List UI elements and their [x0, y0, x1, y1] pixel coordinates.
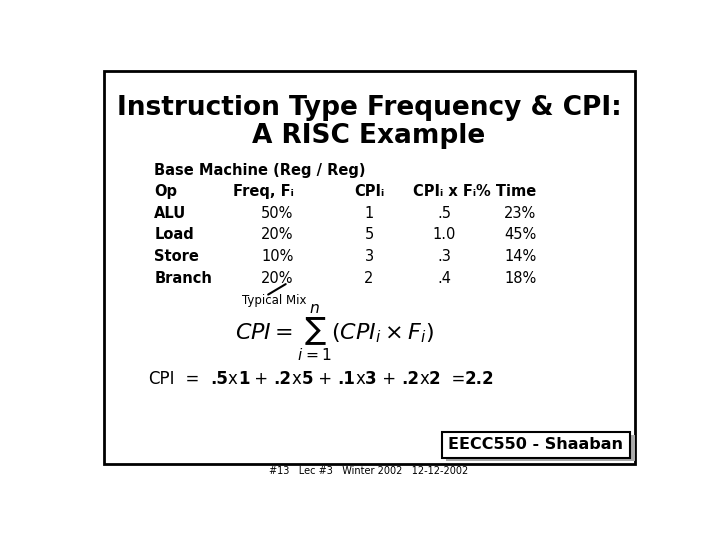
- Text: 2.2: 2.2: [465, 370, 495, 388]
- Text: Instruction Type Frequency & CPI:: Instruction Type Frequency & CPI:: [117, 96, 621, 122]
- Text: Freq, Fᵢ: Freq, Fᵢ: [233, 184, 294, 199]
- Text: Load: Load: [154, 227, 194, 242]
- Text: 20%: 20%: [261, 271, 294, 286]
- Text: x: x: [228, 370, 238, 388]
- Text: Base Machine (Reg / Reg): Base Machine (Reg / Reg): [154, 163, 366, 178]
- Text: A RISC Example: A RISC Example: [253, 123, 485, 150]
- Text: 3: 3: [365, 370, 377, 388]
- Text: 50%: 50%: [261, 206, 294, 221]
- Text: .3: .3: [437, 249, 451, 264]
- Text: % Time: % Time: [476, 184, 536, 199]
- Text: 20%: 20%: [261, 227, 294, 242]
- Text: +: +: [313, 370, 338, 388]
- Text: 5: 5: [302, 370, 313, 388]
- Text: CPI: CPI: [148, 370, 175, 388]
- Text: +: +: [249, 370, 274, 388]
- Text: 18%: 18%: [504, 271, 536, 286]
- Text: 1: 1: [238, 370, 249, 388]
- Text: CPIᵢ x Fᵢ: CPIᵢ x Fᵢ: [413, 184, 476, 199]
- Text: x: x: [419, 370, 429, 388]
- Text: +: +: [377, 370, 401, 388]
- Text: #13   Lec #3   Winter 2002   12-12-2002: #13 Lec #3 Winter 2002 12-12-2002: [269, 467, 469, 476]
- Text: =: =: [175, 370, 210, 388]
- Text: ALU: ALU: [154, 206, 186, 221]
- Text: 3: 3: [364, 249, 374, 264]
- Text: 5: 5: [364, 227, 374, 242]
- Text: 23%: 23%: [504, 206, 536, 221]
- Text: 2: 2: [429, 370, 441, 388]
- Text: 1: 1: [364, 206, 374, 221]
- Text: x: x: [355, 370, 365, 388]
- Text: Branch: Branch: [154, 271, 212, 286]
- Text: .5: .5: [210, 370, 228, 388]
- Text: Typical Mix: Typical Mix: [242, 294, 306, 307]
- Text: EECC550 - Shaaban: EECC550 - Shaaban: [449, 437, 624, 452]
- Text: .2: .2: [274, 370, 292, 388]
- Text: .5: .5: [437, 206, 451, 221]
- FancyBboxPatch shape: [446, 435, 634, 461]
- FancyBboxPatch shape: [104, 71, 635, 464]
- Text: 14%: 14%: [504, 249, 536, 264]
- Text: 2: 2: [364, 271, 374, 286]
- Text: .4: .4: [437, 271, 451, 286]
- Text: 45%: 45%: [504, 227, 536, 242]
- Text: CPIᵢ: CPIᵢ: [354, 184, 384, 199]
- Text: Op: Op: [154, 184, 177, 199]
- Text: 10%: 10%: [261, 249, 294, 264]
- Text: $CPI = \sum_{i=1}^{n}\left(CPI_i \times F_i\right)$: $CPI = \sum_{i=1}^{n}\left(CPI_i \times …: [235, 302, 434, 363]
- Text: =: =: [441, 370, 465, 388]
- Text: x: x: [292, 370, 302, 388]
- FancyBboxPatch shape: [441, 432, 630, 458]
- Text: 1.0: 1.0: [433, 227, 456, 242]
- Text: .1: .1: [338, 370, 355, 388]
- Text: Store: Store: [154, 249, 199, 264]
- Text: .2: .2: [401, 370, 419, 388]
